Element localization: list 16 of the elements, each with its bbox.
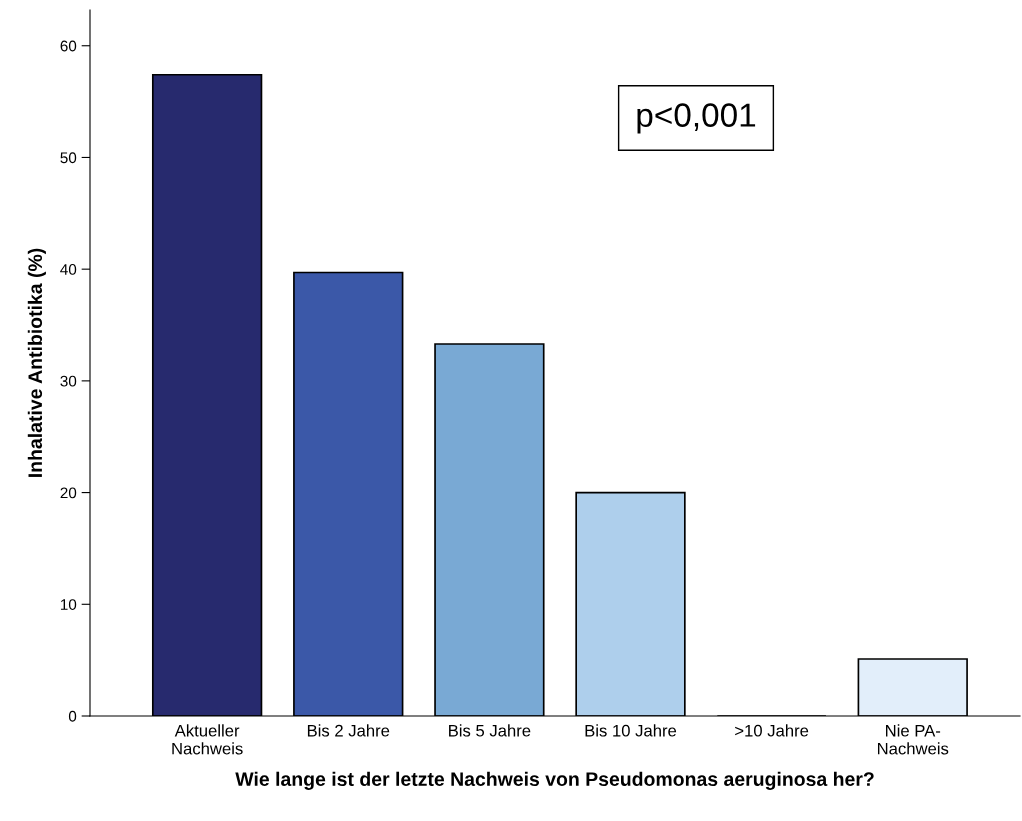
y-tick-label: 20	[60, 487, 77, 499]
y-tick-label: 30	[60, 375, 77, 387]
y-tick-label: 40	[60, 264, 77, 275]
x-tick-label: Aktueller Nachweis	[172, 724, 243, 755]
x-tick-label: Bis 5 Jahre	[449, 724, 531, 737]
x-axis-title: Wie lange ist der letzte Nachweis von Pseudomonas aeruginosa her?	[235, 771, 874, 790]
annotation: p<0,001	[637, 103, 756, 134]
x-tick-label: Bis 10 Jahre	[585, 724, 677, 737]
x-tick-label: Nie PA- Nachweis	[877, 724, 949, 755]
y-tick-label: 60	[60, 40, 77, 52]
y-tick-label: 10	[60, 599, 77, 610]
y-tick-label: 0	[68, 710, 77, 722]
x-tick-label: >10 Jahre	[735, 724, 809, 737]
y-axis-title: Inhalative Antibiotika (%)	[27, 248, 46, 477]
y-tick-label: 50	[60, 152, 77, 164]
x-tick-label: Bis 2 Jahre	[307, 724, 390, 737]
